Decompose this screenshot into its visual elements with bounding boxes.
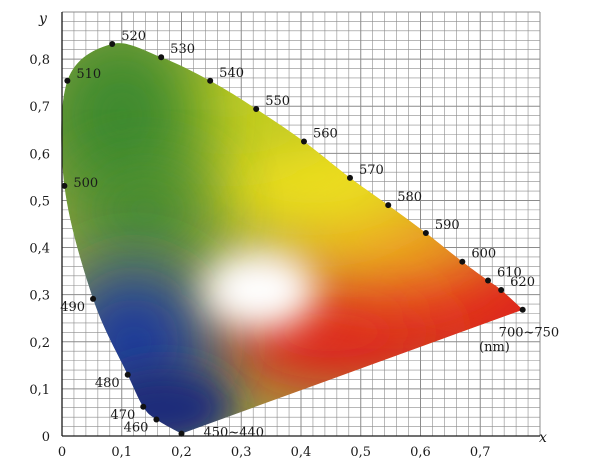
x-tick-label: 0,4 xyxy=(291,445,312,460)
wavelength-point xyxy=(300,138,307,145)
wavelength-point xyxy=(158,54,165,61)
y-tick-label: 0,4 xyxy=(29,242,50,257)
wavelength-label: 450~440 xyxy=(204,426,265,441)
wavelength-label: 570 xyxy=(359,163,384,178)
wavelength-label: 620 xyxy=(510,275,535,290)
wavelength-point xyxy=(109,41,116,48)
wavelength-label: 590 xyxy=(435,218,460,233)
wavelength-label: 610 xyxy=(497,266,522,281)
wavelength-label: 480 xyxy=(95,376,120,391)
x-tick-label: 0,5 xyxy=(350,445,371,460)
x-tick-label: 0,3 xyxy=(231,445,252,460)
x-tick-label: 0,7 xyxy=(470,445,491,460)
y-tick-label: 0,1 xyxy=(29,383,50,398)
wavelength-point xyxy=(485,277,492,284)
wavelength-label: 520 xyxy=(121,29,146,44)
wavelength-point xyxy=(124,371,131,378)
x-tick-label: 0 xyxy=(58,445,66,460)
y-axis-label: y xyxy=(38,11,48,27)
color-region xyxy=(75,159,216,260)
wavelength-point xyxy=(498,286,505,293)
wavelength-label: 540 xyxy=(219,66,244,81)
y-tick-label: 0,5 xyxy=(29,194,50,209)
wavelength-point xyxy=(140,403,147,410)
wavelength-point xyxy=(519,306,526,313)
x-tick-label: 0,6 xyxy=(410,445,431,460)
y-tick-label: 0,8 xyxy=(29,53,50,68)
unit-label: (nm) xyxy=(479,340,510,355)
y-tick-label: 0,2 xyxy=(29,336,50,351)
color-gamut xyxy=(61,43,523,434)
wavelength-label: 490 xyxy=(60,300,85,315)
wavelength-point xyxy=(346,174,353,181)
x-axis-label: x xyxy=(539,430,547,446)
y-tick-label: 0,6 xyxy=(29,147,50,162)
color-region xyxy=(61,43,202,206)
wavelength-label: 550 xyxy=(265,94,290,109)
wavelength-point xyxy=(90,295,97,302)
wavelength-label: 530 xyxy=(170,42,195,57)
wavelength-point xyxy=(385,202,392,209)
wavelength-label: 600 xyxy=(471,247,496,262)
y-tick-label: 0 xyxy=(42,430,50,445)
wavelength-point xyxy=(178,430,185,437)
wavelength-point xyxy=(459,258,466,265)
wavelength-label: 700~750 xyxy=(499,326,560,341)
wavelength-label: 500 xyxy=(73,176,98,191)
wavelength-point xyxy=(207,77,214,84)
wavelength-point xyxy=(61,182,68,189)
wavelength-label: 580 xyxy=(397,190,422,205)
wavelength-label: 470 xyxy=(110,408,135,423)
y-tick-label: 0,7 xyxy=(29,100,50,115)
wavelength-point xyxy=(422,229,429,236)
wavelength-point xyxy=(64,77,71,84)
wavelength-label: 560 xyxy=(313,127,338,142)
x-tick-label: 0,2 xyxy=(171,445,192,460)
wavelength-point xyxy=(153,416,160,423)
y-tick-label: 0,3 xyxy=(29,289,50,304)
axes: 0 0,1 0,2 0,3 0,4 0,5 0,6 0,7 0 0,1 0,2 0,3 0,4 0,5 0,… xyxy=(29,12,540,460)
wavelength-label: 460 xyxy=(124,421,149,436)
color-region xyxy=(201,249,318,330)
wavelength-point xyxy=(253,106,260,113)
x-tick-label: 0,1 xyxy=(111,445,132,460)
wavelength-label: 510 xyxy=(76,67,101,82)
